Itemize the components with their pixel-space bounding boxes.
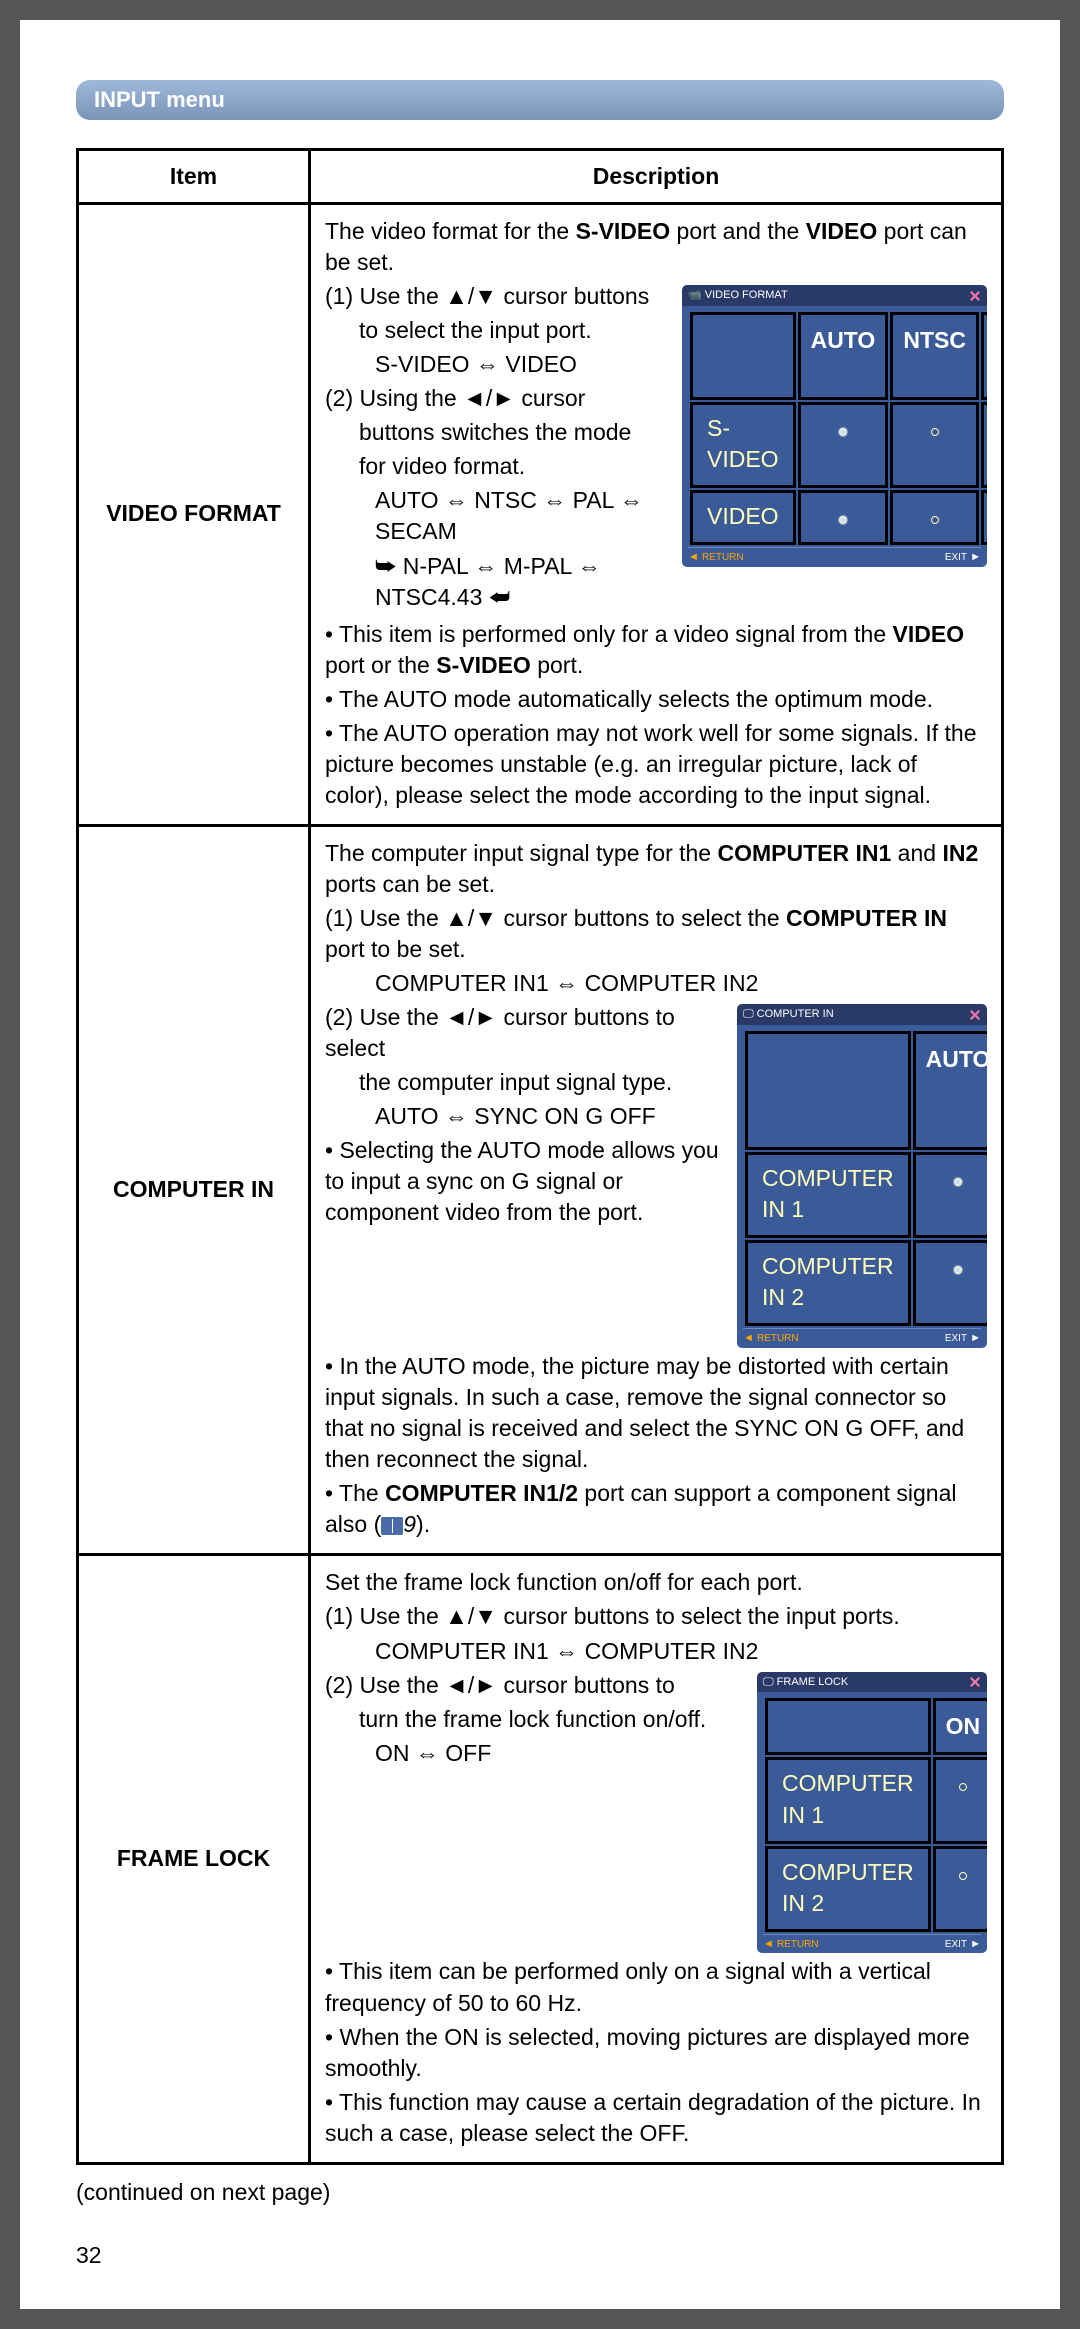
ci-intro: The computer input signal type for the C… (325, 838, 987, 900)
osd-footer: ◄ RETURN EXIT ► (743, 1328, 981, 1346)
page-number: 32 (76, 2242, 1004, 2269)
row-computer-in: COMPUTER IN The computer input signal ty… (78, 825, 1003, 1555)
osd-body: AUTOSYNC ON G OFF COMPUTER IN 1 COMPUTER… (737, 1025, 987, 1348)
radio-icon (954, 1178, 962, 1186)
close-icon (969, 290, 981, 302)
osd-computer-in: 🖵 COMPUTER IN AUTOSYNC ON G OFF COMPUTER… (737, 1004, 987, 1348)
col-description: Description (310, 150, 1003, 204)
radio-icon (931, 516, 939, 524)
book-icon (381, 1517, 403, 1535)
fl-p1: Set the frame lock function on/off for e… (325, 1567, 987, 1598)
row-video-format: VIDEO FORMAT The video format for the S-… (78, 204, 1003, 826)
osd-body: ONOFF COMPUTER IN 1 COMPUTER IN 2 ◄ RETU… (757, 1692, 987, 1953)
osd-lock-icon: 🖵 FRAME LOCK (763, 1675, 848, 1690)
exit-label: EXIT ► (945, 1937, 981, 1952)
desc-frame-lock: Set the frame lock function on/off for e… (310, 1555, 1003, 2163)
radio-icon (959, 1783, 967, 1791)
menu-header-bar: INPUT menu (76, 80, 1004, 120)
page: INPUT menu Item Description VIDEO FORMAT… (20, 20, 1060, 2309)
vf-note1: • This item is performed only for a vide… (325, 619, 987, 681)
radio-icon (931, 428, 939, 436)
vf-note3: • The AUTO operation may not work well f… (325, 718, 987, 811)
fl-p2: (1) Use the ▲/▼ cursor buttons to select… (325, 1601, 987, 1632)
item-computer-in: COMPUTER IN (78, 825, 310, 1555)
radio-icon (959, 1872, 967, 1880)
col-item: Item (78, 150, 310, 204)
osd-cam-icon: 📹 VIDEO FORMAT (688, 288, 788, 303)
osd-grid: AUTO NTSC PAL SECAM NTSC 4.43 M-PAL N-PA… (688, 310, 987, 547)
return-label: ◄ RETURN (743, 1331, 799, 1346)
ci-note3: • The COMPUTER IN1/2 port can support a … (325, 1478, 987, 1540)
ci-step1: (1) Use the ▲/▼ cursor buttons to select… (325, 903, 987, 965)
osd-title-bar: 📹 VIDEO FORMAT (682, 285, 987, 306)
exit-label: EXIT ► (945, 1331, 981, 1346)
settings-table: Item Description VIDEO FORMAT The video … (76, 148, 1004, 2165)
osd-grid: ONOFF COMPUTER IN 1 COMPUTER IN 2 (763, 1696, 987, 1933)
ci-note2: • In the AUTO mode, the picture may be d… (325, 1351, 987, 1475)
menu-header-label: INPUT menu (94, 87, 225, 112)
close-icon (969, 1009, 981, 1021)
osd-body: AUTO NTSC PAL SECAM NTSC 4.43 M-PAL N-PA… (682, 306, 987, 567)
return-label: ◄ RETURN (688, 550, 744, 565)
item-video-format: VIDEO FORMAT (78, 204, 310, 826)
radio-icon (954, 1266, 962, 1274)
return-label: ◄ RETURN (763, 1937, 819, 1952)
osd-title-bar: 🖵 COMPUTER IN (737, 1004, 987, 1025)
osd-footer: ◄ RETURN EXIT ► (688, 547, 981, 565)
osd-footer: ◄ RETURN EXIT ► (763, 1934, 981, 1952)
fl-note1: • This item can be performed only on a s… (325, 1956, 987, 2018)
radio-icon (839, 428, 847, 436)
osd-title-bar: 🖵 FRAME LOCK (757, 1672, 987, 1693)
vf-intro: The video format for the S-VIDEO port an… (325, 216, 987, 278)
desc-video-format: The video format for the S-VIDEO port an… (310, 204, 1003, 826)
fl-toggle1: COMPUTER IN1 ⇔ COMPUTER IN2 (325, 1636, 987, 1667)
osd-frame-lock: 🖵 FRAME LOCK ONOFF COMPUTER IN 1 COMPUTE… (757, 1672, 987, 1954)
fl-note3: • This function may cause a certain degr… (325, 2087, 987, 2149)
item-frame-lock: FRAME LOCK (78, 1555, 310, 2163)
desc-computer-in: The computer input signal type for the C… (310, 825, 1003, 1555)
exit-label: EXIT ► (945, 550, 981, 565)
osd-monitor-icon: 🖵 COMPUTER IN (743, 1007, 834, 1022)
vf-note2: • The AUTO mode automatically selects th… (325, 684, 987, 715)
close-icon (969, 1676, 981, 1688)
osd-grid: AUTOSYNC ON G OFF COMPUTER IN 1 COMPUTER… (743, 1029, 987, 1328)
osd-video-format: 📹 VIDEO FORMAT AUTO NTSC PAL SECAM (682, 285, 987, 567)
ci-toggle1: COMPUTER IN1 ⇔ COMPUTER IN2 (325, 968, 987, 999)
row-frame-lock: FRAME LOCK Set the frame lock function o… (78, 1555, 1003, 2163)
continued-label: (continued on next page) (76, 2179, 1004, 2206)
radio-icon (839, 516, 847, 524)
fl-note2: • When the ON is selected, moving pictur… (325, 2022, 987, 2084)
